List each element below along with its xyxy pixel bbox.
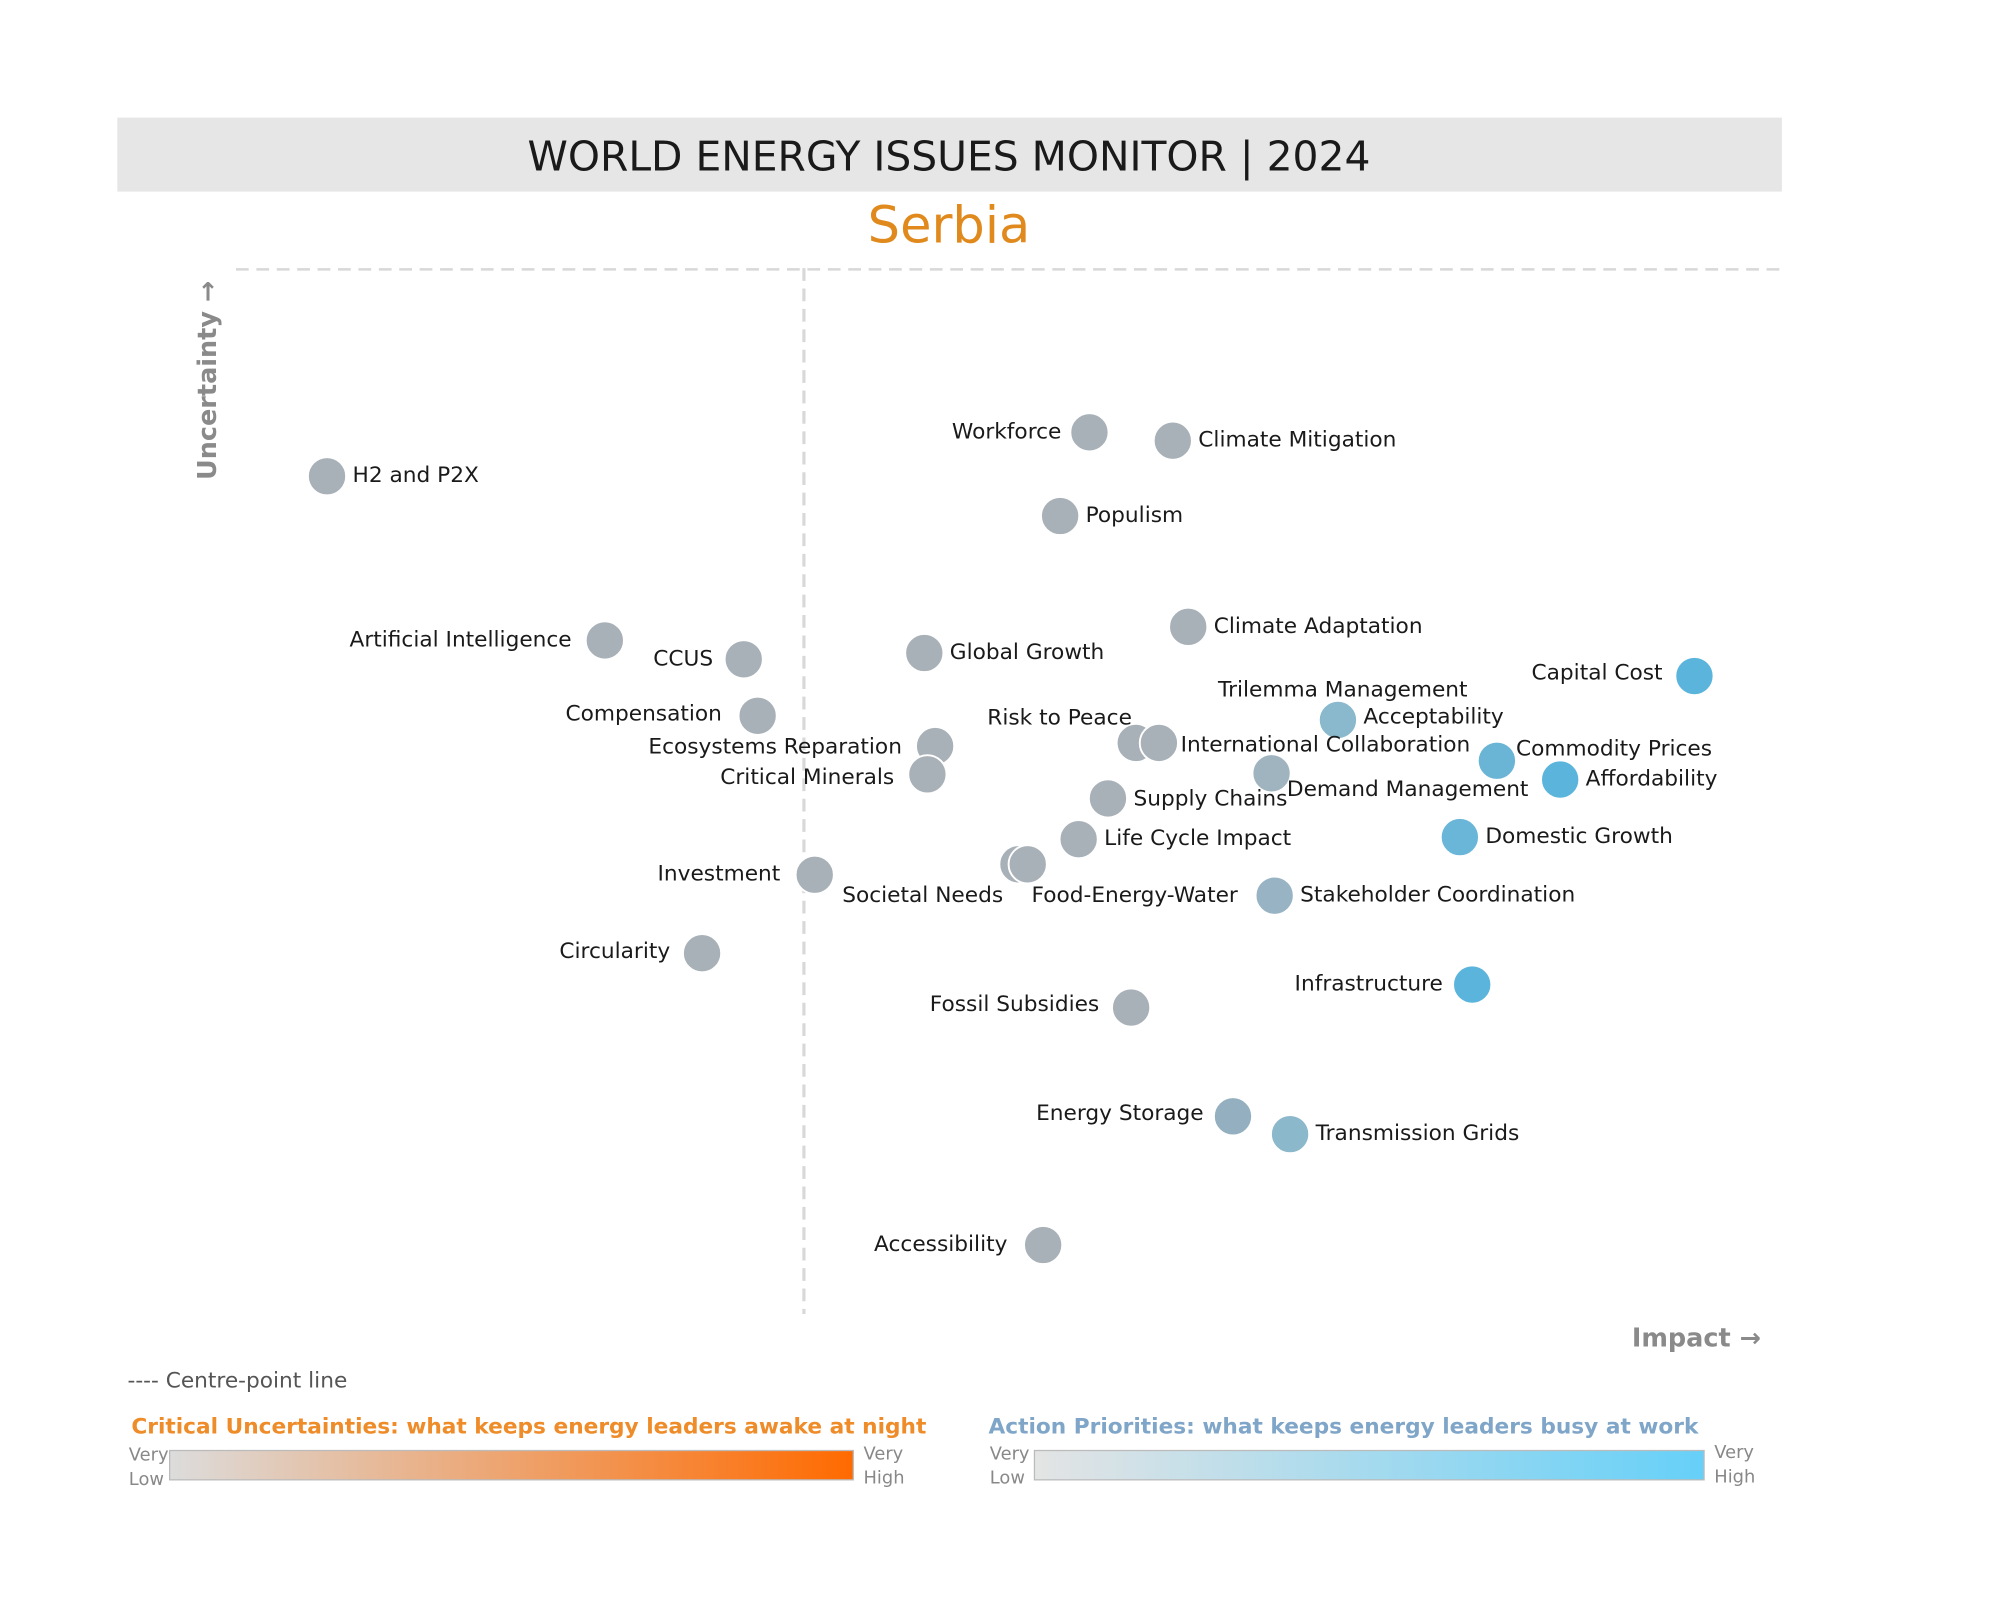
issue-label: Trilemma Management <box>1217 678 1468 703</box>
issue-point <box>1138 722 1179 764</box>
issue-point <box>723 639 764 680</box>
issue-label: Populism <box>1086 503 1184 528</box>
issue-point <box>1212 1096 1254 1137</box>
scale-label: Low <box>129 1469 164 1490</box>
issue-point <box>1452 964 1493 1005</box>
priorities-scale <box>1033 1449 1705 1481</box>
scale-label: Very <box>990 1443 1030 1464</box>
issue-label: Food-Energy-Water <box>1032 883 1238 908</box>
issue-label: Investment <box>658 862 781 887</box>
issue-point <box>1439 817 1480 858</box>
issue-point <box>1087 778 1129 819</box>
issue-label: Acceptability <box>1363 704 1503 729</box>
issue-label: Workforce <box>952 419 1061 444</box>
issue-point <box>794 854 835 895</box>
issue-label: Transmission Grids <box>1315 1121 1520 1146</box>
scale-label: Very <box>1714 1442 1754 1463</box>
uncertainties-scale <box>169 1449 854 1481</box>
issue-point <box>904 632 945 674</box>
issue-point <box>1023 1224 1064 1266</box>
issue-point <box>1251 753 1292 794</box>
x-axis-label: Impact → <box>1632 1324 1761 1354</box>
issue-point <box>1007 844 1048 885</box>
chart-subtitle: Serbia <box>868 197 1031 256</box>
issue-point <box>1168 606 1209 647</box>
issue-label: Supply Chains <box>1133 787 1287 812</box>
issue-label: Critical Minerals <box>720 765 894 790</box>
issue-point <box>1674 655 1715 697</box>
title-band <box>117 117 1782 192</box>
issue-point <box>681 933 723 974</box>
centre-line-note: ---- Centre-point line <box>128 1369 348 1394</box>
issue-label: Societal Needs <box>842 883 1003 908</box>
issue-label: International Collaboration <box>1181 733 1471 758</box>
issue-label: Energy Storage <box>1036 1101 1204 1126</box>
issue-label: CCUS <box>653 646 713 671</box>
scale-label: High <box>864 1468 905 1489</box>
scale-label: Very <box>129 1445 169 1466</box>
issue-label: Ecosystems Reparation <box>648 734 902 759</box>
chart-title: WORLD ENERGY ISSUES MONITOR | 2024 <box>528 133 1371 181</box>
issue-point <box>584 620 625 661</box>
scale-label: High <box>1714 1466 1755 1487</box>
issue-point <box>1069 412 1110 453</box>
issue-label: H2 and P2X <box>353 463 479 488</box>
issue-point <box>907 754 948 795</box>
issue-point <box>1269 1114 1311 1155</box>
scale-label: Very <box>864 1443 904 1464</box>
issue-label: Fossil Subsidies <box>930 992 1099 1017</box>
issue-point <box>1254 875 1295 916</box>
priorities-title: Action Priorities: what keeps energy lea… <box>989 1415 1699 1440</box>
scale-label: Low <box>990 1468 1025 1489</box>
issue-label: Climate Adaptation <box>1214 614 1423 639</box>
issue-label: Risk to Peace <box>987 706 1132 731</box>
issue-point <box>1152 420 1193 461</box>
issue-label: Commodity Prices <box>1516 736 1712 761</box>
issue-point <box>1111 987 1152 1028</box>
issue-label: Artificial Intelligence <box>350 627 572 652</box>
issue-point <box>1476 740 1517 781</box>
issue-label: Circularity <box>559 939 670 964</box>
issue-label: Capital Cost <box>1532 660 1663 685</box>
issue-label: Climate Mitigation <box>1198 428 1396 453</box>
y-axis-label: Uncertainty → <box>193 281 223 480</box>
issue-label: Life Cycle Impact <box>1104 826 1291 851</box>
issue-label: Compensation <box>565 701 721 726</box>
uncertainties-title: Critical Uncertainties: what keeps energ… <box>131 1415 926 1440</box>
issue-point <box>306 456 348 497</box>
issue-label: Demand Management <box>1287 777 1529 802</box>
issue-point <box>1058 819 1099 860</box>
issue-label: Domestic Growth <box>1485 824 1672 849</box>
issue-label: Accessibility <box>874 1232 1008 1257</box>
issue-label: Stakeholder Coordination <box>1300 883 1575 908</box>
issue-point <box>1040 495 1081 537</box>
issue-label: Affordability <box>1586 767 1718 792</box>
issue-label: Global Growth <box>950 640 1104 665</box>
issue-point <box>737 695 778 736</box>
issue-point <box>1317 699 1359 741</box>
issue-label: Infrastructure <box>1295 972 1443 997</box>
issue-point <box>1540 759 1581 800</box>
